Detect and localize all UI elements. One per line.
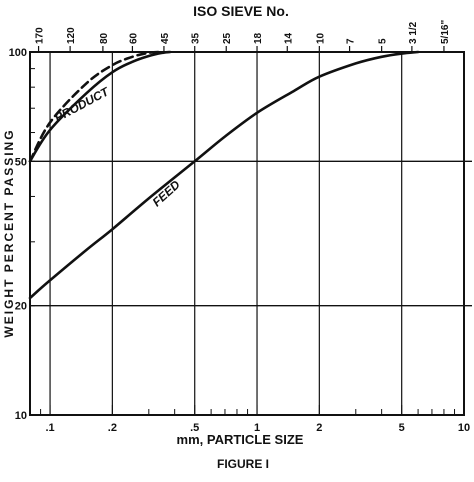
top-sieve-label: 3 1/2 xyxy=(408,21,419,44)
y-tick-label: 20 xyxy=(15,301,27,313)
top-sieve-label: 5 xyxy=(378,38,389,44)
top-sieve-label: 120 xyxy=(66,27,77,44)
top-sieve-label: 18 xyxy=(253,32,264,44)
grid xyxy=(30,52,472,415)
curve-annotation-product: PRODUCT xyxy=(52,84,112,125)
top-sieve-label: 80 xyxy=(99,32,110,44)
x-axis-label: mm, PARTICLE SIZE xyxy=(177,432,304,447)
series-feed-line xyxy=(28,50,420,300)
x-tick-label: 5 xyxy=(399,422,405,434)
x-tick-label: .1 xyxy=(45,422,54,434)
y-axis-label: WEIGHT PERCENT PASSING xyxy=(2,128,16,337)
series-2-dashed-line xyxy=(28,50,164,163)
top-sieve-label: 45 xyxy=(160,32,171,44)
y-tick-label: 50 xyxy=(15,156,27,168)
figure-caption: FIGURE I xyxy=(217,457,269,471)
top-sieve-label: 14 xyxy=(283,32,294,44)
plot-frame xyxy=(29,51,465,416)
y-tick-label: 10 xyxy=(15,410,27,422)
top-sieve-label: 35 xyxy=(191,32,202,44)
top-axis-title: ISO SIEVE No. xyxy=(193,3,289,19)
series-group xyxy=(28,50,420,300)
top-sieve-label: 7 xyxy=(346,38,357,44)
x-tick-label: 2 xyxy=(316,422,322,434)
y-tick-label: 100 xyxy=(9,47,27,59)
x-tick-label: 1 xyxy=(254,422,260,434)
series-product-line xyxy=(28,50,172,163)
top-sieve-label: 10 xyxy=(315,32,326,44)
top-sieve-label: 170 xyxy=(35,27,46,44)
top-sieve-label: 25 xyxy=(222,32,233,44)
x-tick-label: .2 xyxy=(108,422,117,434)
x-tick-label: 10 xyxy=(458,422,470,434)
top-sieve-label: 60 xyxy=(128,32,139,44)
x-tick-label: .5 xyxy=(190,422,199,434)
curve-annotation-feed: FEED xyxy=(150,177,183,209)
top-sieve-label: 5/16" xyxy=(440,20,451,44)
